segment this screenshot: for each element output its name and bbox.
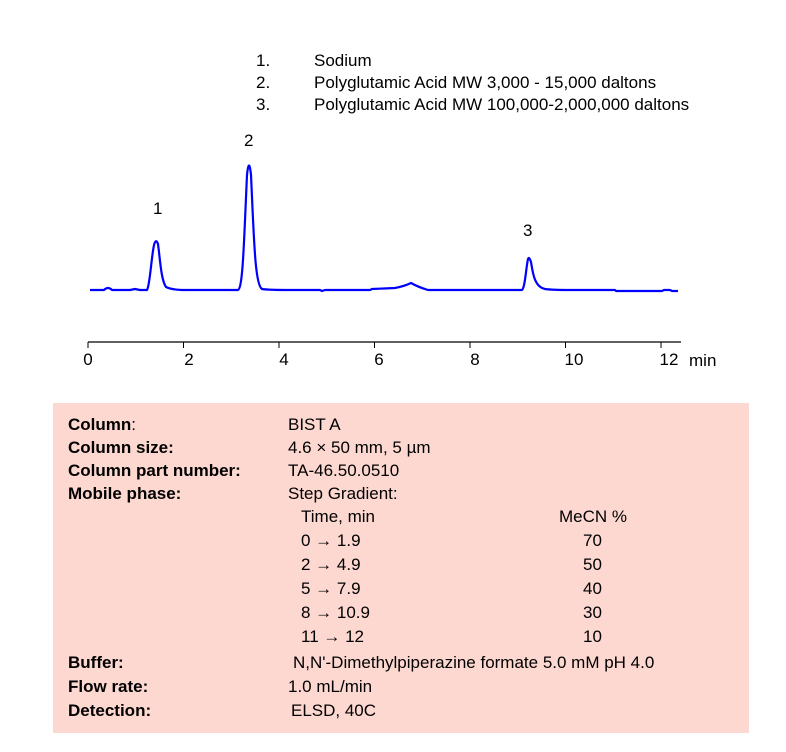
buffer-label: Buffer: xyxy=(68,653,124,672)
gradient-mecn: 30 xyxy=(583,603,602,622)
peak-label-1: 1 xyxy=(153,199,162,218)
column-label: Column: xyxy=(68,415,137,434)
x-tick-label: 8 xyxy=(470,350,479,369)
peak-legend: 1. Sodium 2. Polyglutamic Acid MW 3,000 … xyxy=(256,50,689,116)
mobile-phase-label: Mobile phase: xyxy=(68,484,182,503)
peak-label-2: 2 xyxy=(244,131,253,150)
chromatogram-trace xyxy=(90,164,678,293)
legend-item: 3. Polyglutamic Acid MW 100,000-2,000,00… xyxy=(256,94,689,116)
gradient-time: 8 → 10.9 xyxy=(301,603,370,622)
gradient-time: 5 → 7.9 xyxy=(301,579,361,598)
gradient-time: 2 → 4.9 xyxy=(301,555,361,574)
gradient-mecn: 50 xyxy=(583,555,602,574)
legend-number: 1. xyxy=(256,51,271,70)
x-tick-label: 10 xyxy=(565,350,584,369)
legend-item: 1. Sodium xyxy=(256,50,689,72)
legend-text: Sodium xyxy=(314,51,372,70)
legend-text: Polyglutamic Acid MW 100,000-2,000,000 d… xyxy=(314,95,690,114)
column-size-value: 4.6 × 50 mm, 5 µm xyxy=(288,438,431,457)
x-tick-label: 12 xyxy=(660,350,679,369)
part-number-label: Column part number: xyxy=(68,461,241,480)
peak-label-3: 3 xyxy=(523,221,532,240)
conditions-panel: Column: BIST A Column size: 4.6 × 50 mm,… xyxy=(53,403,749,733)
mobile-phase-value: Step Gradient: xyxy=(288,484,398,503)
legend-text: Polyglutamic Acid MW 3,000 - 15,000 dalt… xyxy=(314,73,657,92)
x-tick-label: 6 xyxy=(374,350,383,369)
x-tick-label: 0 xyxy=(83,350,92,369)
gradient-time-header: Time, min xyxy=(301,507,375,526)
x-tick-label: 2 xyxy=(184,350,193,369)
gradient-mecn-header: MeCN % xyxy=(559,507,628,526)
x-axis-unit: min xyxy=(689,351,716,370)
x-axis: 0 2 4 6 8 10 12 min xyxy=(83,341,716,370)
chromatogram: 1 2 3 0 2 4 6 8 10 12 min xyxy=(83,131,716,370)
legend-number: 3. xyxy=(256,95,271,114)
x-tick-label: 4 xyxy=(279,350,288,369)
gradient-mecn: 40 xyxy=(583,579,602,598)
detection-label: Detection: xyxy=(68,701,152,720)
column-size-label: Column size: xyxy=(68,438,174,457)
gradient-time: 11 → 12 xyxy=(301,627,365,646)
detection-value: ELSD, 40C xyxy=(291,701,377,720)
gradient-time: 0 → 1.9 xyxy=(301,531,361,550)
column-value: BIST A xyxy=(288,415,341,434)
flow-rate-label: Flow rate: xyxy=(68,677,149,696)
legend-number: 2. xyxy=(256,73,271,92)
gradient-mecn: 10 xyxy=(583,627,602,646)
flow-rate-value: 1.0 mL/min xyxy=(288,677,373,696)
gradient-mecn: 70 xyxy=(583,531,602,550)
part-number-value: TA-46.50.0510 xyxy=(288,461,400,480)
legend-item: 2. Polyglutamic Acid MW 3,000 - 15,000 d… xyxy=(256,72,689,94)
buffer-value: N,N'-Dimethylpiperazine formate 5.0 mM p… xyxy=(293,653,655,672)
